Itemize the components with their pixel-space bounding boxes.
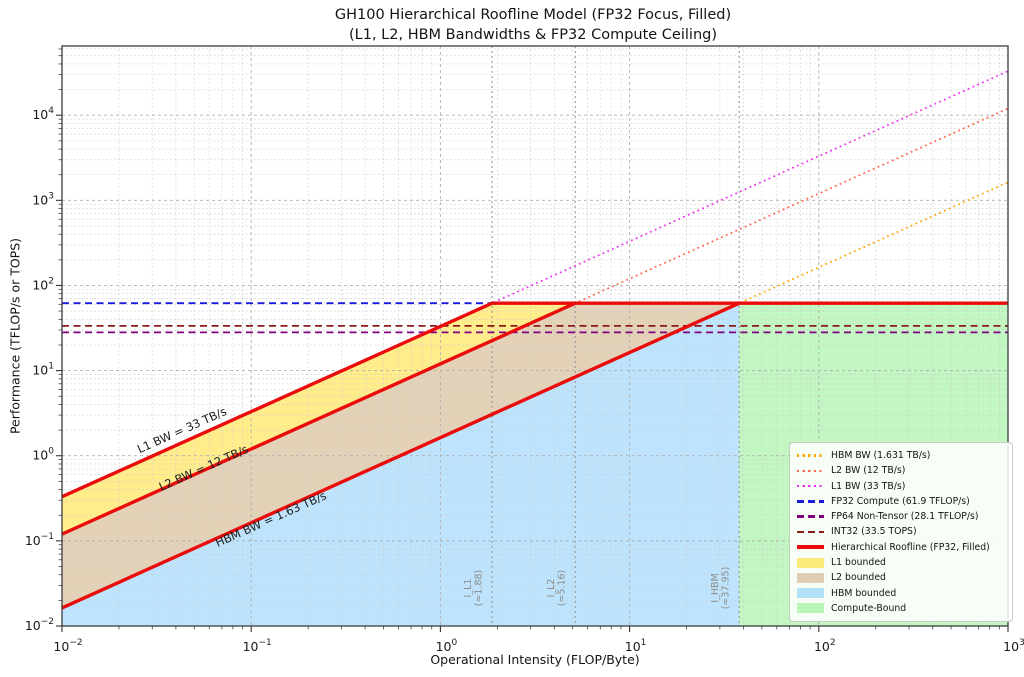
legend-swatch-dashed — [797, 500, 824, 503]
legend-label: INT32 (33.5 TOPS) — [831, 526, 917, 538]
plot-border — [61, 45, 1009, 627]
tick-label: 102 — [32, 276, 54, 292]
tick-label: 101 — [32, 362, 54, 378]
tick-label: 101 — [625, 638, 647, 654]
legend-swatch-dotted — [797, 469, 824, 473]
legend-item: L1 BW (33 TB/s) — [797, 479, 1006, 494]
legend-label: L2 BW (12 TB/s) — [831, 465, 906, 477]
legend-label: HBM bounded — [831, 587, 897, 599]
legend-item: INT32 (33.5 TOPS) — [797, 524, 1006, 539]
ridge-label-i_l2: I_L2(≈5.16) — [546, 570, 568, 607]
legend-label: FP32 Compute (61.9 TFLOP/s) — [831, 495, 970, 507]
legend-swatch-dashed — [797, 515, 824, 518]
legend-swatch-patch — [797, 588, 824, 599]
tick-label: 103 — [32, 191, 54, 207]
legend-label: HBM BW (1.631 TB/s) — [831, 450, 931, 461]
legend-label: FP64 Non-Tensor (28.1 TFLOP/s) — [831, 511, 979, 523]
roofline-hbm-segment — [61, 301, 740, 610]
legend-label: L1 bounded — [831, 557, 886, 569]
legend-label: L2 bounded — [831, 572, 886, 584]
tick-label: 103 — [1003, 638, 1024, 654]
tick-label: 10−2 — [53, 638, 82, 654]
legend-item: L1 bounded — [797, 555, 1006, 570]
legend-label: Hierarchical Roofline (FP32, Filled) — [831, 541, 990, 553]
roofline-main — [61, 301, 1008, 499]
legend-swatch-patch — [797, 603, 824, 614]
legend-item: HBM BW (1.631 TB/s) — [797, 448, 1006, 463]
tick-label: 104 — [32, 106, 54, 122]
tick-label: 10−1 — [243, 638, 272, 654]
legend-item: L2 BW (12 TB/s) — [797, 463, 1006, 478]
chart-title: GH100 Hierarchical Roofline Model (FP32 … — [334, 7, 732, 23]
x-axis-label: Operational Intensity (FLOP/Byte) — [430, 652, 640, 667]
chart-title-block: GH100 Hierarchical Roofline Model (FP32 … — [335, 5, 731, 46]
legend-item: Compute-Bound — [797, 601, 1006, 616]
legend-swatch-dotted — [797, 454, 824, 457]
legend-item: L2 bounded — [797, 570, 1006, 585]
legend-swatch-patch — [797, 557, 824, 568]
legend-swatch-patch — [797, 572, 824, 583]
legend-item: FP64 Non-Tensor (28.1 TFLOP/s) — [797, 509, 1006, 524]
tick-label: 10−1 — [25, 532, 54, 548]
legend-swatch-dashed — [797, 530, 824, 534]
ridge-label-i_hbm: I_HBM(≈37.95) — [710, 567, 732, 610]
tick-label: 100 — [32, 447, 54, 463]
legend-item: FP32 Compute (61.9 TFLOP/s) — [797, 494, 1006, 509]
chart-subtitle: (L1, L2, HBM Bandwidths & FP32 Compute C… — [348, 27, 718, 44]
legend-swatch-solid — [797, 545, 824, 550]
tick-labels: 10−2 10−1 100 101 102 103 10−2 10−1 100 101 102 103… — [25, 106, 1024, 654]
tick-label: 102 — [814, 638, 836, 654]
legend-item: HBM bounded — [797, 586, 1006, 601]
region-hbm-bounded — [62, 303, 740, 626]
tick-label: 100 — [436, 638, 458, 654]
legend-item: Hierarchical Roofline (FP32, Filled) — [797, 540, 1006, 555]
legend-swatch-dotted — [797, 484, 824, 488]
y-axis-label: Performance (TFLOP/s or TOPS) — [7, 237, 23, 435]
ridge-label-i_l1: I_L1(≈1.88) — [463, 570, 485, 607]
roofline-l2-segment — [61, 301, 576, 536]
legend: HBM BW (1.631 TB/s) L2 BW (12 TB/s) L1 BW … — [789, 442, 1013, 622]
legend-label: Compute-Bound — [831, 602, 907, 614]
tick-label: 10−2 — [25, 617, 54, 633]
legend-label: L1 BW (33 TB/s) — [831, 480, 906, 492]
